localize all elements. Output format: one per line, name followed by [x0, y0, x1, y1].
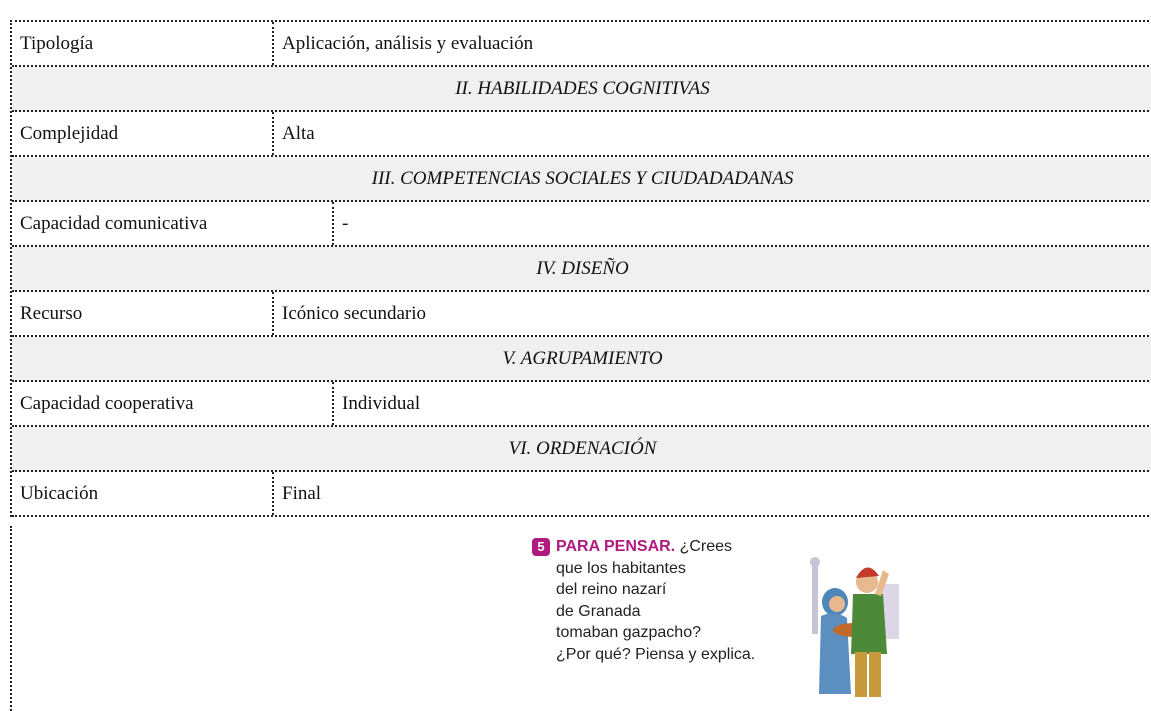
exercise-text-line: ¿Por qué? Piensa y explica. — [556, 645, 756, 663]
table-row: Recurso Icónico secundario — [12, 292, 1151, 337]
exercise-text-line: del reino nazarí — [556, 581, 667, 598]
exercise-line: que los habitantes — [532, 558, 755, 580]
exercise-line: 5 PARA PENSAR. ¿Crees — [532, 536, 755, 558]
exercise-text: 5 PARA PENSAR. ¿Crees que los habitantes de… — [532, 536, 755, 665]
row-value: Alta — [272, 112, 1151, 155]
heading-text: III. COMPETENCIAS SOCIALES Y CIUDADADANA… — [371, 168, 794, 189]
exercise-text-line: tomaban gazpacho? — [556, 624, 701, 641]
table-row: Capacidad comunicativa - — [12, 202, 1151, 247]
row-value: Aplicación, análisis y evaluación — [272, 22, 1151, 65]
table-row: Complejidad Alta — [12, 112, 1151, 157]
row-label: Recurso — [20, 303, 83, 324]
table-row: Ubicación Final — [12, 472, 1151, 517]
exercise-line: de Granada — [532, 601, 755, 623]
heading-text: II. HABILIDADES COGNITIVAS — [455, 78, 710, 99]
section-heading: VI. ORDENACIÓN — [12, 427, 1151, 472]
table-row: Tipología Aplicación, análisis y evaluaci… — [12, 22, 1151, 67]
exercise-line: del reino nazarí — [532, 579, 755, 601]
row-label: Tipología — [20, 33, 94, 54]
exercise-label: PARA PENSAR. — [556, 538, 676, 555]
row-value: Individual — [332, 382, 1151, 425]
illustration — [810, 557, 899, 697]
exercise-line: ¿Por qué? Piensa y explica. — [532, 644, 755, 666]
row-label: Ubicación — [20, 483, 99, 504]
table: Tipología Aplicación, análisis y evaluaci… — [10, 20, 1151, 517]
exercise-figure: 5 PARA PENSAR. ¿Crees que los habitantes de… — [10, 526, 1151, 711]
exercise-line: tomaban gazpacho? — [532, 622, 755, 644]
row-label: Capacidad comunicativa — [20, 213, 208, 234]
section-heading: IV. DISEÑO — [12, 247, 1151, 292]
exercise-text-line: que los habitantes — [556, 559, 686, 577]
section-heading: III. COMPETENCIAS SOCIALES Y CIUDADADANA… — [12, 157, 1151, 202]
table-row: Capacidad cooperativa Individual — [12, 382, 1151, 427]
row-label: Capacidad cooperativa — [20, 393, 194, 414]
section-heading: II. HABILIDADES COGNITIVAS — [12, 67, 1151, 112]
row-label: Complejidad — [20, 123, 119, 144]
exercise-text-line: ¿Crees — [679, 538, 733, 555]
section-heading: V. AGRUPAMIENTO — [12, 337, 1151, 382]
heading-text: VI. ORDENACIÓN — [508, 438, 657, 459]
row-value: - — [332, 202, 1151, 245]
row-value: Icónico secundario — [272, 292, 1151, 335]
heading-text: V. AGRUPAMIENTO — [502, 348, 663, 369]
exercise-number: 5 — [532, 538, 550, 556]
heading-text: IV. DISEÑO — [536, 258, 629, 279]
exercise-text-line: de Granada — [556, 602, 641, 620]
row-value: Final — [272, 472, 1151, 515]
